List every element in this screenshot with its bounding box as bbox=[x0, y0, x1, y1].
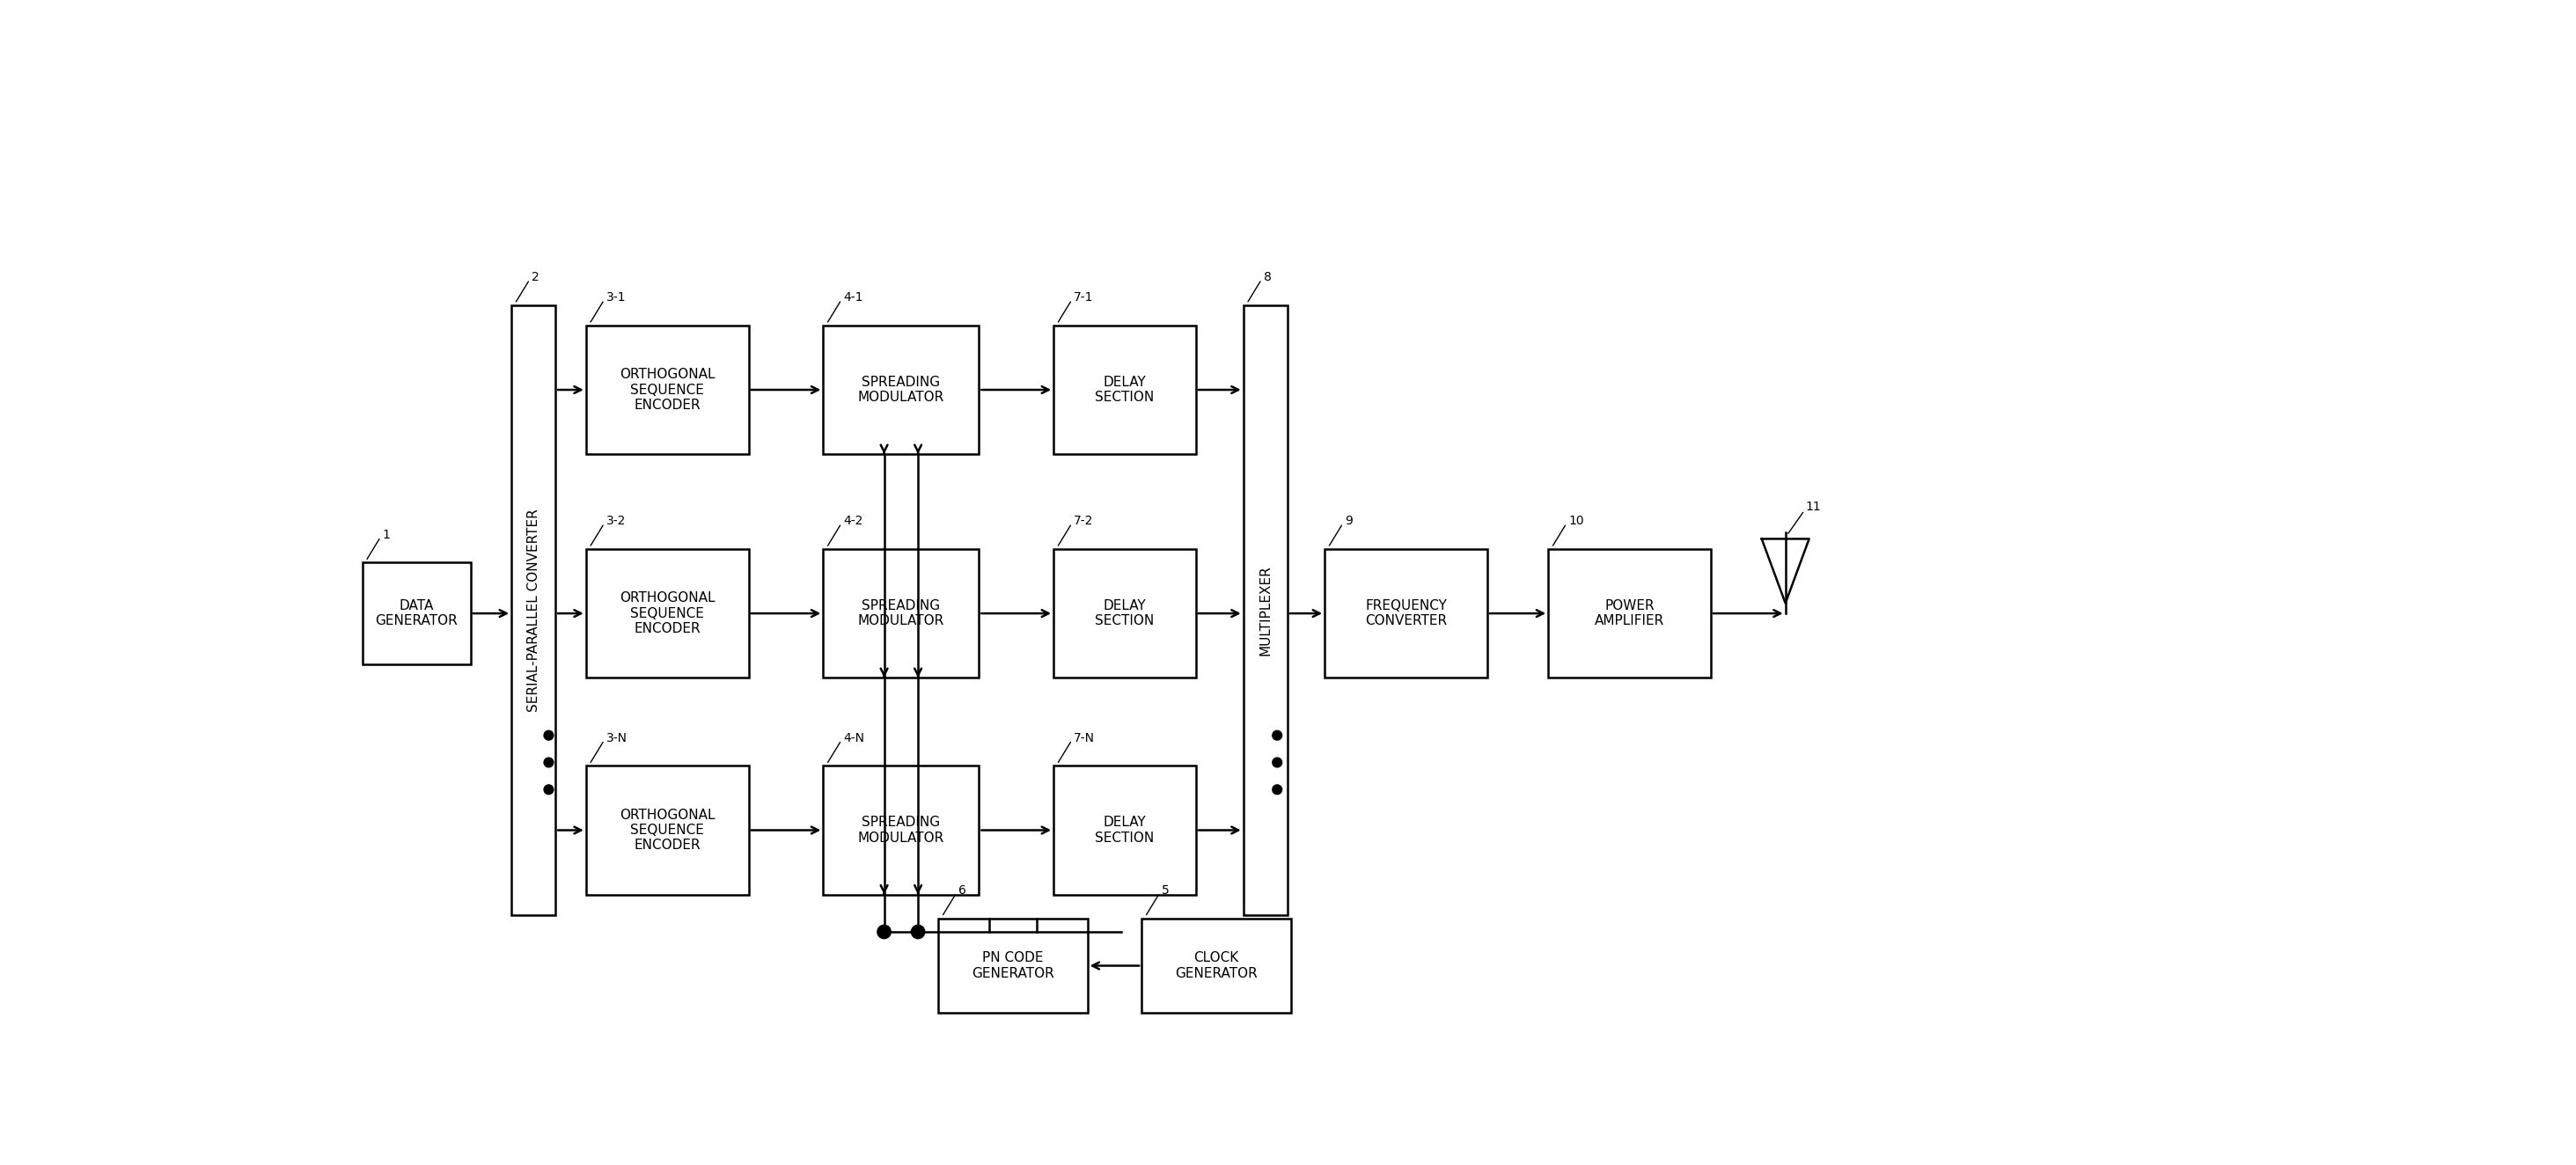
Circle shape bbox=[544, 757, 554, 768]
FancyBboxPatch shape bbox=[1244, 305, 1288, 915]
Text: ORTHOGONAL
SEQUENCE
ENCODER: ORTHOGONAL SEQUENCE ENCODER bbox=[618, 809, 716, 852]
FancyBboxPatch shape bbox=[824, 765, 979, 895]
Text: 9: 9 bbox=[1345, 515, 1352, 528]
Circle shape bbox=[1273, 730, 1283, 740]
FancyBboxPatch shape bbox=[1054, 765, 1195, 895]
Text: DATA
GENERATOR: DATA GENERATOR bbox=[376, 599, 459, 628]
Text: 3-2: 3-2 bbox=[605, 515, 626, 528]
Text: 1: 1 bbox=[384, 529, 392, 541]
Circle shape bbox=[878, 925, 891, 939]
Text: SERIAL-PARALLEL CONVERTER: SERIAL-PARALLEL CONVERTER bbox=[528, 508, 541, 712]
Circle shape bbox=[912, 925, 925, 939]
Text: 3-N: 3-N bbox=[605, 732, 629, 744]
FancyBboxPatch shape bbox=[585, 325, 750, 454]
FancyBboxPatch shape bbox=[1324, 549, 1486, 678]
Text: 2: 2 bbox=[531, 271, 538, 283]
Text: SPREADING
MODULATOR: SPREADING MODULATOR bbox=[858, 375, 945, 404]
Text: ORTHOGONAL
SEQUENCE
ENCODER: ORTHOGONAL SEQUENCE ENCODER bbox=[618, 368, 716, 411]
FancyBboxPatch shape bbox=[1054, 549, 1195, 678]
Text: 4-1: 4-1 bbox=[842, 291, 863, 304]
FancyBboxPatch shape bbox=[1548, 549, 1710, 678]
Text: 3-1: 3-1 bbox=[605, 291, 626, 304]
Text: POWER
AMPLIFIER: POWER AMPLIFIER bbox=[1595, 599, 1664, 628]
Text: 7-2: 7-2 bbox=[1074, 515, 1095, 528]
FancyBboxPatch shape bbox=[1141, 918, 1291, 1014]
FancyBboxPatch shape bbox=[938, 918, 1087, 1014]
Text: MULTIPLEXER: MULTIPLEXER bbox=[1260, 565, 1273, 655]
Text: DELAY
SECTION: DELAY SECTION bbox=[1095, 375, 1154, 404]
Text: 6: 6 bbox=[958, 884, 966, 897]
Circle shape bbox=[1273, 757, 1283, 768]
Circle shape bbox=[544, 730, 554, 740]
FancyBboxPatch shape bbox=[513, 305, 556, 915]
FancyBboxPatch shape bbox=[824, 325, 979, 454]
Text: 4-2: 4-2 bbox=[842, 515, 863, 528]
Text: 7-1: 7-1 bbox=[1074, 291, 1095, 304]
Text: 8: 8 bbox=[1265, 271, 1273, 283]
Circle shape bbox=[1273, 785, 1283, 795]
Circle shape bbox=[544, 785, 554, 795]
FancyBboxPatch shape bbox=[585, 765, 750, 895]
Text: DELAY
SECTION: DELAY SECTION bbox=[1095, 816, 1154, 845]
Text: PN CODE
GENERATOR: PN CODE GENERATOR bbox=[971, 952, 1054, 980]
Text: DELAY
SECTION: DELAY SECTION bbox=[1095, 599, 1154, 628]
FancyBboxPatch shape bbox=[1054, 325, 1195, 454]
FancyBboxPatch shape bbox=[363, 563, 471, 664]
Text: 7-N: 7-N bbox=[1074, 732, 1095, 744]
Text: 4-N: 4-N bbox=[842, 732, 866, 744]
Text: CLOCK
GENERATOR: CLOCK GENERATOR bbox=[1175, 952, 1257, 980]
Text: 5: 5 bbox=[1162, 884, 1170, 897]
Text: 11: 11 bbox=[1806, 501, 1821, 513]
Text: SPREADING
MODULATOR: SPREADING MODULATOR bbox=[858, 816, 945, 845]
Text: ORTHOGONAL
SEQUENCE
ENCODER: ORTHOGONAL SEQUENCE ENCODER bbox=[618, 592, 716, 635]
FancyBboxPatch shape bbox=[585, 549, 750, 678]
Text: 10: 10 bbox=[1569, 515, 1584, 528]
Text: FREQUENCY
CONVERTER: FREQUENCY CONVERTER bbox=[1365, 599, 1448, 628]
FancyBboxPatch shape bbox=[824, 549, 979, 678]
Text: SPREADING
MODULATOR: SPREADING MODULATOR bbox=[858, 599, 945, 628]
